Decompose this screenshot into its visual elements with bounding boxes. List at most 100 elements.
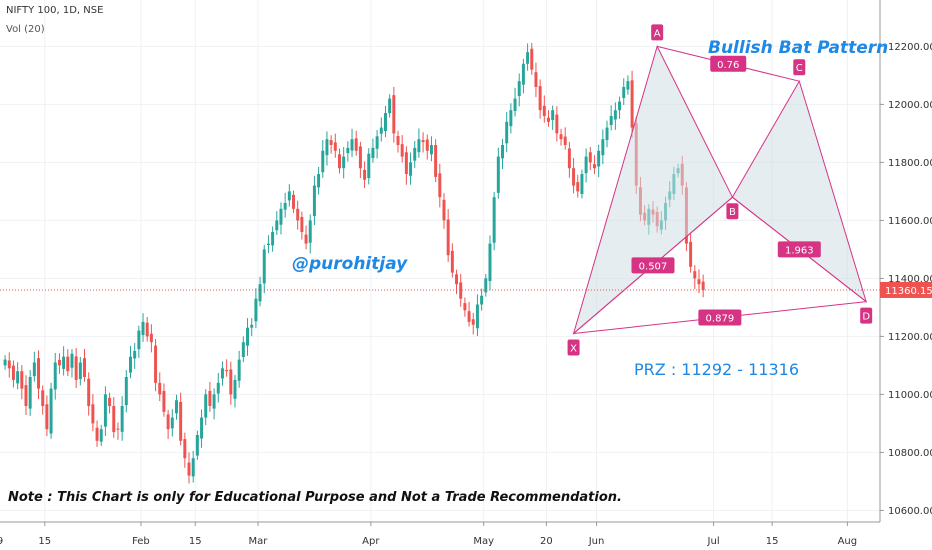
candle <box>62 346 66 376</box>
candle <box>108 392 112 414</box>
candle <box>266 235 270 254</box>
candle <box>375 129 379 159</box>
candle <box>329 135 333 154</box>
candle <box>321 140 325 178</box>
candle <box>91 394 95 432</box>
candle <box>388 94 392 118</box>
candle <box>53 352 57 400</box>
candle <box>618 96 622 119</box>
candle <box>379 117 383 142</box>
candle <box>396 130 400 153</box>
candle <box>279 202 283 235</box>
pattern-point-d: D <box>860 307 873 324</box>
candle <box>438 163 442 208</box>
candle <box>41 385 45 415</box>
grid-lines <box>0 0 880 522</box>
candle <box>141 313 145 342</box>
pattern-point-a: A <box>651 24 664 41</box>
candle <box>572 158 576 194</box>
candle <box>304 225 308 250</box>
candle <box>526 43 530 71</box>
candle <box>338 148 341 174</box>
candle <box>287 184 291 207</box>
candle <box>49 382 53 439</box>
candle <box>605 120 609 148</box>
candle <box>601 129 605 165</box>
candle <box>363 161 367 188</box>
candle <box>204 389 208 426</box>
disclaimer-note: Note : This Chart is only for Educationa… <box>8 490 622 505</box>
candles <box>3 42 705 484</box>
candle <box>551 105 555 130</box>
candle <box>521 58 525 94</box>
pattern-triangle <box>731 79 868 303</box>
y-tick-label: 12200.00 <box>888 42 932 53</box>
time-axis[interactable]: 2019 15 Feb 15 Mar Apr May 20 Jun Jul 15 Aug <box>0 522 857 547</box>
candle <box>208 381 212 412</box>
candle <box>116 422 120 440</box>
svg-text:D: D <box>862 312 870 323</box>
candle <box>567 142 571 178</box>
candle <box>66 349 70 377</box>
candle <box>367 148 371 185</box>
candle <box>70 349 74 378</box>
candle <box>124 370 128 413</box>
candle <box>592 155 596 174</box>
candle <box>559 128 563 146</box>
candle <box>354 130 358 156</box>
candle <box>7 352 11 378</box>
candle <box>450 243 454 278</box>
candle <box>697 269 701 294</box>
candle <box>517 73 521 107</box>
candle <box>149 324 153 353</box>
candle <box>120 396 124 441</box>
y-tick-label: 11200.00 <box>888 332 932 343</box>
svg-text:X: X <box>570 344 577 355</box>
price-axis[interactable]: 10600.00 10800.00 11000.00 11200.00 11400.00… <box>0 0 932 523</box>
candle <box>584 148 588 183</box>
candle <box>701 274 705 298</box>
candle <box>32 351 36 382</box>
candle <box>162 383 166 417</box>
candle <box>129 345 132 379</box>
x-tick-label: May <box>473 536 494 547</box>
candle <box>154 339 158 392</box>
candle <box>170 409 174 437</box>
ratio-label: 0.507 <box>631 257 675 274</box>
candle <box>83 348 86 382</box>
candle <box>425 134 429 160</box>
candle <box>133 343 137 369</box>
candle <box>421 132 425 153</box>
candle <box>471 312 475 335</box>
candle <box>296 200 300 230</box>
pattern-title: Bullish Bat Pattern <box>708 38 889 58</box>
candle <box>99 424 103 447</box>
candle <box>145 316 149 342</box>
candle <box>580 169 584 199</box>
candle <box>463 297 467 317</box>
candle <box>187 452 191 484</box>
candle <box>563 127 567 150</box>
candle <box>262 244 266 294</box>
candle <box>534 62 538 98</box>
y-tick-label: 10600.00 <box>888 506 932 517</box>
candle <box>275 211 279 235</box>
candle <box>254 288 258 328</box>
volume-indicator-label[interactable]: Vol (20) <box>6 24 45 35</box>
candle <box>613 102 617 130</box>
candle <box>246 318 250 356</box>
candle <box>250 318 254 337</box>
candle <box>484 274 488 297</box>
x-tick-label: Apr <box>362 536 380 547</box>
candle <box>383 105 387 138</box>
candle <box>95 420 99 447</box>
candle <box>258 276 262 307</box>
candle <box>496 147 500 199</box>
current-price-label: 11360.15 <box>880 281 932 298</box>
candle <box>409 152 413 185</box>
candle <box>74 348 78 389</box>
candle <box>492 191 496 251</box>
candle <box>413 140 417 168</box>
bat-pattern: 0.507 0.76 1.963 0.879 X A B C D <box>567 24 873 356</box>
